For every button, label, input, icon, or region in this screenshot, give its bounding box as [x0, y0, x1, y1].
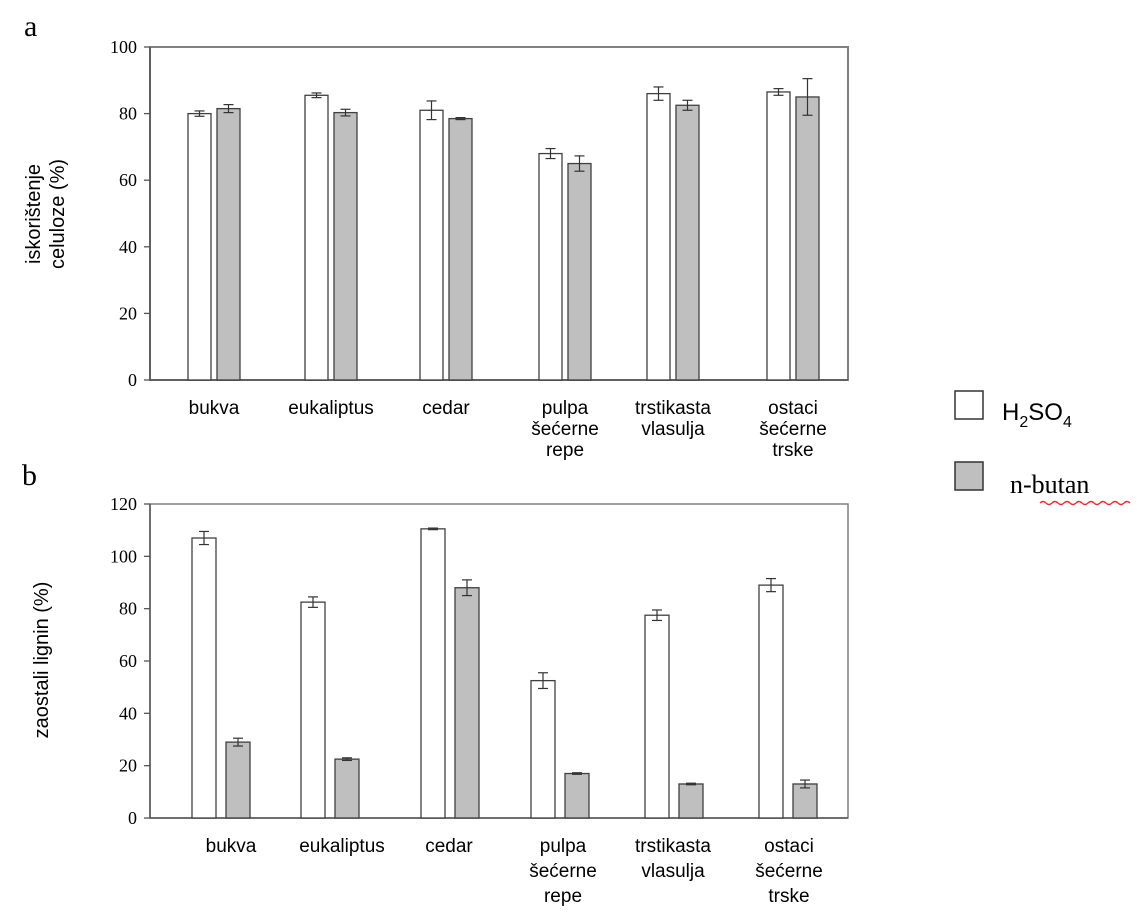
- chart-panel-b: 0 20 40 60 80 100 120 zaostali lignin (%) bukva e…: [31, 494, 849, 907]
- bar-h2so4: [758, 584, 784, 819]
- category-label: šećerne: [759, 419, 827, 440]
- legend-nbutan-swatch: [954, 461, 984, 491]
- panel-b-letter: b: [22, 459, 37, 492]
- bar-nbutan: [333, 111, 358, 381]
- category-label: cedar: [425, 836, 473, 857]
- bar-nbutan: [334, 758, 360, 819]
- category-label: vlasulja: [641, 419, 705, 440]
- category-label: ostaci: [764, 836, 814, 857]
- y-tick-label: 40: [119, 703, 137, 723]
- y-tick-label: 80: [119, 104, 137, 124]
- bar-nbutan: [216, 107, 241, 381]
- bar-nbutan: [678, 783, 704, 819]
- category-label: šećerne: [529, 861, 597, 882]
- category-label: eukaliptus: [288, 398, 374, 419]
- category-label: bukva: [189, 398, 240, 419]
- category-label: vlasulja: [641, 861, 705, 882]
- category-label: eukaliptus: [299, 836, 385, 857]
- category-label: trske: [768, 886, 809, 907]
- bar-h2so4: [646, 92, 671, 381]
- y-tick-label: 100: [110, 546, 137, 566]
- category-label: ostaci: [768, 398, 818, 419]
- bar-nbutan: [792, 783, 818, 819]
- bar-h2so4: [300, 601, 326, 819]
- category-label: cedar: [422, 398, 470, 419]
- category-label: trstikasta: [635, 398, 711, 419]
- y-tick-label: 60: [119, 651, 137, 671]
- bar-nbutan: [567, 162, 592, 381]
- bar-nbutan: [225, 741, 251, 819]
- bar-nbutan: [564, 772, 590, 819]
- bar-nbutan: [675, 104, 700, 381]
- bar-h2so4: [187, 112, 212, 381]
- category-label: pulpa: [540, 836, 587, 857]
- y-tick-label: 0: [128, 370, 137, 390]
- category-label: trstikasta: [635, 836, 711, 857]
- bar-h2so4: [530, 679, 556, 819]
- category-label: repe: [546, 440, 584, 461]
- y-axis-label-line1: iskorištenje: [23, 164, 45, 264]
- bar-h2so4: [420, 528, 446, 819]
- legend-h2so4-swatch: [954, 390, 984, 420]
- spellcheck-squiggle: [1039, 500, 1131, 506]
- y-tick-label: 80: [119, 599, 137, 619]
- y-tick-label: 20: [119, 756, 137, 776]
- legend: H2SO4 n-butan: [954, 390, 1131, 506]
- y-tick-label: 20: [119, 303, 137, 323]
- category-label: šećerne: [531, 419, 599, 440]
- plot-frame: [149, 46, 849, 381]
- bar-h2so4: [419, 109, 444, 381]
- panel-a-letter: a: [24, 10, 37, 43]
- category-label: šećerne: [755, 861, 823, 882]
- category-label: repe: [544, 886, 582, 907]
- chart-panel-a: 0 20 40 60 80 100 iskorištenje celuloze (%) bukv…: [23, 37, 849, 461]
- bar-nbutan: [454, 587, 480, 819]
- bar-h2so4: [644, 614, 670, 819]
- legend-h2so4-label: H2SO4: [1002, 399, 1072, 431]
- y-tick-label: 40: [119, 237, 137, 257]
- bar-h2so4: [191, 537, 217, 819]
- bar-h2so4: [538, 152, 563, 381]
- bar-h2so4: [766, 91, 791, 381]
- category-label: pulpa: [542, 398, 589, 419]
- plot-frame: [149, 503, 849, 819]
- y-tick-label: 120: [110, 494, 137, 514]
- y-tick-label: 100: [110, 37, 137, 57]
- y-tick-label: 60: [119, 170, 137, 190]
- bar-nbutan: [795, 96, 820, 381]
- y-tick-label: 0: [128, 808, 137, 828]
- legend-nbutan-label: n-butan: [1010, 470, 1089, 499]
- category-label: trske: [772, 440, 813, 461]
- category-label: bukva: [206, 836, 257, 857]
- bar-h2so4: [304, 94, 329, 381]
- y-axis-label: zaostali lignin (%): [31, 582, 53, 739]
- y-axis-label-line2: celuloze (%): [47, 159, 69, 269]
- bar-nbutan: [448, 117, 473, 381]
